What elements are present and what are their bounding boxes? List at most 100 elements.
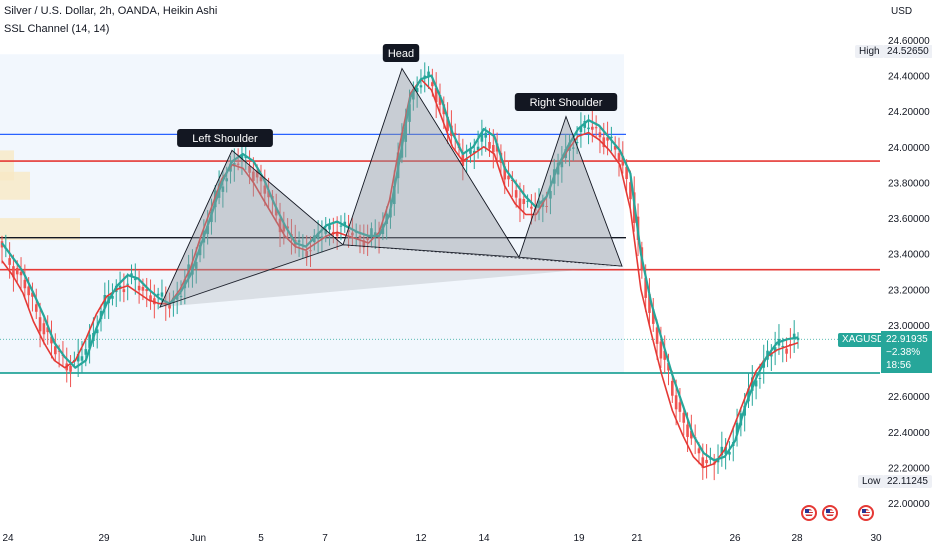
candle-body (651, 309, 655, 324)
candle-body (88, 334, 91, 348)
volume-profile-bar (0, 218, 80, 241)
candle-body (514, 190, 518, 198)
candle-body (362, 240, 366, 248)
candle-body (282, 222, 286, 232)
candle-body (324, 229, 328, 234)
candle-body (179, 295, 183, 298)
candle-body (370, 228, 373, 236)
x-tick-label: 12 (415, 533, 427, 544)
candle-body (34, 304, 38, 312)
annotation-box[interactable] (177, 129, 273, 147)
x-tick-label: 26 (729, 533, 741, 544)
candle-body (530, 206, 533, 209)
candle-body (408, 104, 411, 122)
candle-body (438, 94, 442, 105)
candle-body (758, 377, 762, 379)
high-label: High (855, 45, 884, 58)
x-tick-label: 28 (791, 533, 803, 544)
candle-body (469, 149, 472, 154)
candle-body (259, 176, 263, 182)
candle-body (587, 127, 590, 130)
candle-body (560, 161, 564, 168)
ssl-up-line[interactable] (1, 74, 799, 462)
candle-body (686, 424, 689, 437)
candle-body (27, 286, 30, 296)
candle-body (240, 155, 244, 160)
candle-body (472, 150, 476, 153)
candle-body (507, 175, 510, 180)
candle-body (545, 205, 548, 207)
head-triangle[interactable] (342, 67, 520, 258)
ssl-down-line[interactable] (1, 78, 799, 469)
candle-body (785, 348, 788, 354)
candle-body (305, 251, 308, 257)
candle-body (655, 327, 659, 344)
candle-body (80, 356, 84, 361)
candle-body (320, 236, 324, 239)
candle-body (415, 88, 419, 93)
candle-body (57, 350, 61, 352)
y-tick-label: 24.40000 (888, 72, 930, 83)
candle-body (488, 141, 491, 149)
annotation-box[interactable] (514, 93, 618, 111)
us-flag-icon[interactable] (858, 505, 874, 521)
candle-body (750, 377, 754, 391)
candle-body (335, 232, 339, 237)
head-and-shoulders-pattern (159, 67, 623, 308)
candle-body (602, 137, 606, 148)
x-tick-label: 7 (322, 533, 328, 544)
candle-body (480, 132, 484, 142)
candle-body (465, 158, 468, 160)
candle-body (792, 333, 796, 340)
candle-body (12, 266, 15, 278)
candle-body (575, 142, 579, 144)
candle-body (23, 279, 27, 289)
candle-body (720, 446, 724, 456)
candle-body (392, 185, 396, 205)
candle-body (31, 292, 34, 297)
candle-body (667, 363, 670, 371)
right-shoulder-triangle[interactable] (518, 115, 623, 267)
candle-body (347, 230, 350, 232)
low-label: Low (858, 475, 885, 488)
left-shoulder-triangle[interactable] (159, 149, 344, 308)
candle-body (126, 283, 129, 285)
us-flag-icon[interactable] (822, 505, 838, 521)
candle-body (594, 127, 598, 129)
x-tick-label: 19 (573, 533, 585, 544)
candle-body (351, 232, 354, 236)
candle-body (103, 295, 107, 309)
candle-body (735, 422, 739, 435)
candle-body (754, 380, 758, 387)
candle-body (709, 458, 712, 460)
candle-body (518, 198, 522, 210)
candle-body (579, 125, 583, 133)
candle-body (705, 459, 708, 464)
candle-body (316, 232, 320, 240)
candle-body (522, 199, 526, 204)
annotation-label: Right Shoulder (530, 97, 603, 109)
y-tick-label: 22.20000 (888, 463, 930, 474)
price-axis: 24.60000 24.40000 24.20000 24.00000 23.80000… (888, 36, 930, 510)
currency-label[interactable]: USD (891, 6, 913, 17)
candle-body (95, 329, 99, 334)
candle-body (404, 124, 408, 142)
candle-body (613, 145, 617, 150)
candle-body (610, 136, 613, 139)
y-tick-label: 23.40000 (888, 250, 930, 261)
candle-body (476, 146, 480, 151)
candle-body (339, 225, 343, 227)
indicator-label[interactable]: SSL Channel (14, 14) (4, 23, 110, 35)
time-axis: 24 29 Jun 5 7 12 14 19 21 26 28 30 (2, 533, 882, 544)
y-tick-label: 24.00000 (888, 143, 930, 154)
candle-body (659, 341, 663, 359)
candle-body (781, 345, 785, 347)
x-tick-label: 30 (870, 533, 882, 544)
x-tick-label: 21 (631, 533, 643, 544)
candle-body (122, 289, 126, 293)
annotation-box[interactable] (382, 44, 420, 62)
us-flag-icon[interactable] (801, 505, 817, 521)
chart-title: Silver / U.S. Dollar, 2h, OANDA, Heikin … (4, 5, 218, 17)
candle-body (118, 285, 122, 289)
